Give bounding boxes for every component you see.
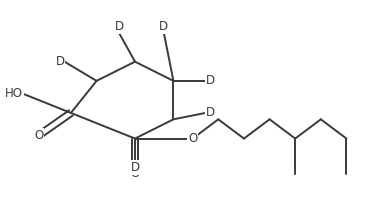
Text: O: O — [188, 132, 197, 145]
Text: D: D — [130, 161, 139, 174]
Text: D: D — [206, 74, 215, 87]
Text: O: O — [34, 129, 44, 142]
Text: D: D — [206, 106, 215, 119]
Text: HO: HO — [5, 87, 23, 100]
Text: O: O — [130, 167, 139, 180]
Text: D: D — [114, 20, 124, 33]
Text: D: D — [55, 55, 65, 68]
Text: D: D — [159, 20, 168, 33]
